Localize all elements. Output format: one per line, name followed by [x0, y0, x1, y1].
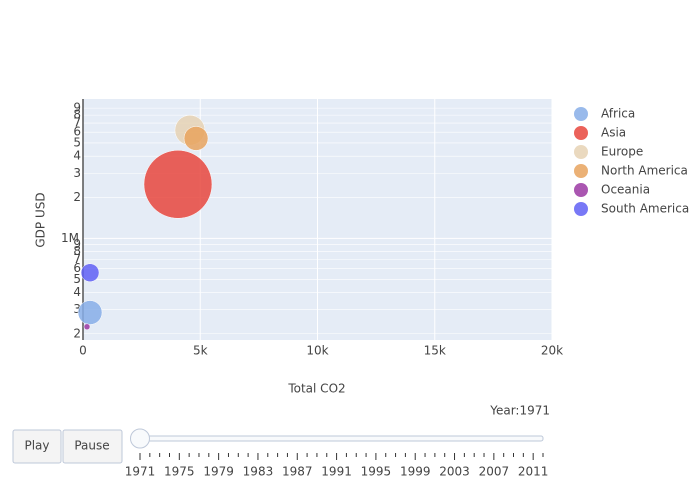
y-tick-label: 3 — [73, 166, 81, 180]
y-tick-label: 2 — [73, 326, 81, 340]
x-tick-label: 5k — [193, 344, 208, 358]
x-axis-title: Total CO2 — [287, 382, 345, 396]
y-tick-label: 8 — [73, 108, 81, 122]
pause-button[interactable]: Pause — [62, 429, 123, 464]
y-tick-label: 2 — [73, 190, 81, 204]
x-tick-label: 0 — [79, 344, 87, 358]
y-tick-label: 6 — [73, 261, 81, 275]
bubble — [80, 263, 100, 282]
legend-marker[interactable] — [574, 107, 588, 121]
legend-marker[interactable] — [574, 145, 588, 159]
legend-label[interactable]: Europe — [601, 145, 643, 159]
y-tick-label: 5 — [73, 272, 81, 286]
pause-button-box[interactable] — [62, 429, 123, 464]
pause-button-label[interactable]: Pause — [74, 439, 109, 453]
legend-label[interactable]: North America — [601, 164, 688, 178]
bubble — [143, 150, 213, 219]
y-tick-label: 9 — [73, 101, 81, 115]
legend-marker[interactable] — [574, 202, 588, 216]
slider-tick-label: 1995 — [361, 465, 392, 479]
slider-tick-label: 1971 — [125, 465, 156, 479]
slider-tick-label: 1987 — [282, 465, 313, 479]
y-axis-title: GDP USD — [34, 192, 48, 247]
slider-tick-label: 2011 — [518, 465, 549, 479]
legend-marker[interactable] — [574, 126, 588, 140]
y-tick-label: 6 — [73, 125, 81, 139]
bubble — [83, 323, 91, 331]
y-tick-label: 1M — [61, 231, 79, 245]
y-tick-label: 8 — [73, 244, 81, 258]
x-tick-label: 10k — [306, 344, 328, 358]
slider-tick-label: 2007 — [479, 465, 510, 479]
x-tick-label: 20k — [541, 344, 563, 358]
y-tick-label: 7 — [73, 116, 81, 130]
slider-tick-label: 1999 — [400, 465, 431, 479]
legend-marker[interactable] — [574, 183, 588, 197]
legend-label[interactable]: Africa — [601, 107, 635, 121]
slider-tick-label: 1975 — [164, 465, 195, 479]
slider-track[interactable] — [139, 435, 544, 442]
play-button[interactable]: Play — [12, 429, 62, 464]
y-tick-label: 9 — [73, 237, 81, 251]
slider-handle[interactable] — [130, 428, 150, 449]
legend-marker[interactable] — [574, 164, 588, 178]
slider-current: Year:1971 — [489, 404, 550, 418]
bubble — [77, 300, 103, 325]
slider-tick-label: 1991 — [321, 465, 352, 479]
y-tick-label: 4 — [73, 149, 81, 163]
y-tick-label: 3 — [73, 302, 81, 316]
y-tick-label: 4 — [73, 285, 81, 299]
legend-label[interactable]: South America — [601, 202, 689, 216]
y-tick-label: 7 — [73, 252, 81, 266]
slider-tick-label: 1979 — [203, 465, 234, 479]
bubble — [183, 126, 209, 151]
x-tick-label: 15k — [424, 344, 446, 358]
play-button-box[interactable] — [12, 429, 62, 464]
legend-label[interactable]: Oceania — [601, 183, 650, 197]
play-button-label[interactable]: Play — [24, 439, 49, 453]
y-tick-label: 5 — [73, 135, 81, 149]
legend-label[interactable]: Asia — [601, 126, 626, 140]
slider-tick-label: 2003 — [439, 465, 470, 479]
slider-tick-label: 1983 — [243, 465, 274, 479]
